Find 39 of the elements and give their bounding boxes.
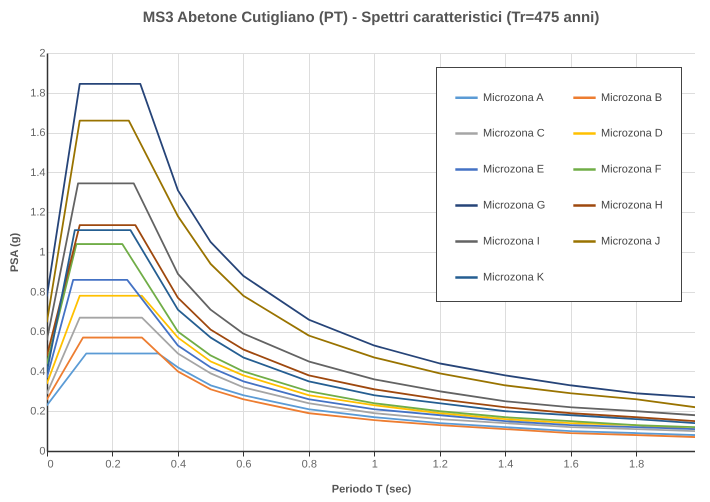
legend-label: Microzona A xyxy=(483,92,544,104)
x-tick-label: 1 xyxy=(372,458,378,470)
x-tick-label: 0.6 xyxy=(236,458,252,470)
legend-label: Microzona B xyxy=(601,92,662,104)
x-axis-title: Periodo T (sec) xyxy=(332,484,412,496)
line-series xyxy=(47,336,695,438)
x-tick-label: 1.4 xyxy=(498,458,514,470)
line-series xyxy=(47,352,695,436)
legend-label: Microzona H xyxy=(601,200,663,212)
y-tick-label: 1.8 xyxy=(30,87,46,100)
y-tick-label: 1 xyxy=(39,246,46,258)
y-tick-label: 0.2 xyxy=(30,406,46,418)
legend-label: Microzona J xyxy=(601,236,660,248)
y-tick-label: 0 xyxy=(39,446,46,458)
x-tick-label: 1.6 xyxy=(563,458,579,470)
x-tick-label: 1.8 xyxy=(628,458,644,470)
x-tick-label: 0.8 xyxy=(302,458,317,470)
y-tick-label: 0.6 xyxy=(30,326,46,338)
legend-label: Microzona K xyxy=(483,272,545,284)
chart-title: MS3 Abetone Cutigliano (PT) - Spettri caratteristici (Tr=475 anni) xyxy=(142,9,600,26)
x-tick-label: 0 xyxy=(48,458,54,470)
legend-label: Microzona E xyxy=(483,164,544,176)
legend-label: Microzona F xyxy=(601,164,662,176)
x-tick-label: 1.2 xyxy=(432,458,448,470)
y-tick-label: 1.6 xyxy=(30,127,46,140)
y-tick-label: 2 xyxy=(39,48,46,60)
line-series xyxy=(47,316,695,432)
y-axis-title: PSA (g) xyxy=(9,232,22,272)
legend-label: Microzona G xyxy=(483,200,546,212)
y-tick-label: 0.4 xyxy=(30,366,46,378)
legend-label: Microzona C xyxy=(483,128,545,140)
legend-label: Microzona I xyxy=(483,236,540,248)
line-series xyxy=(47,182,695,416)
y-tick-label: 0.8 xyxy=(30,286,46,298)
y-tick-label: 1.4 xyxy=(30,166,46,179)
x-tick-label: 0.2 xyxy=(105,458,121,470)
legend-label: Microzona D xyxy=(601,128,663,140)
x-tick-label: 0.4 xyxy=(170,458,186,470)
y-tick-label: 1.2 xyxy=(30,206,46,219)
